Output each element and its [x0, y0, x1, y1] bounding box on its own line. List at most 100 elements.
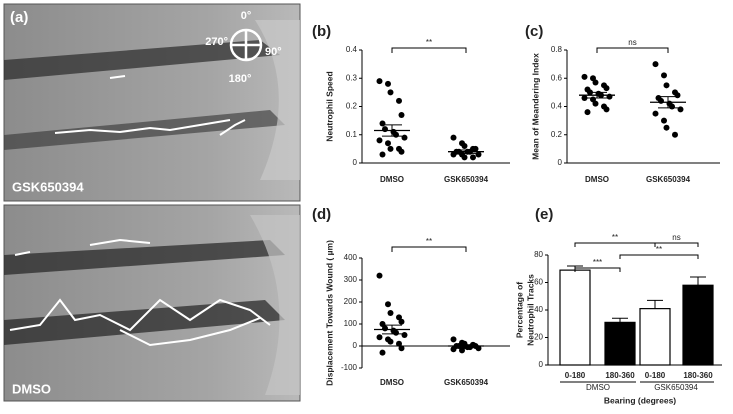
significance-label: **: [426, 237, 432, 246]
data-point: [382, 126, 388, 133]
data-point: [387, 89, 394, 96]
significance-bracket: [574, 267, 621, 272]
data-point: [475, 345, 482, 352]
data-point: [472, 145, 479, 152]
y-tick-label: 0.2: [551, 130, 563, 139]
significance-label: **: [426, 38, 432, 47]
data-point: [401, 332, 408, 338]
data-point: [677, 106, 684, 113]
y-tick-label: 200: [344, 297, 358, 306]
x-tick-label: DMSO: [380, 175, 404, 184]
data-point: [382, 325, 388, 332]
x-tick-label: GSK650394: [444, 175, 489, 184]
data-point: [470, 154, 476, 161]
y-tick-label: 400: [344, 253, 358, 262]
x-axis-title: Bearing (degrees): [604, 395, 676, 405]
y-tick-label: 300: [344, 275, 358, 284]
data-point: [376, 137, 383, 144]
y-tick-label: 0.4: [346, 45, 358, 54]
data-point: [393, 329, 399, 336]
data-point: [450, 151, 457, 158]
data-point: [379, 120, 386, 127]
y-tick-label: 0.6: [551, 73, 563, 82]
data-point: [663, 124, 670, 131]
data-point: [658, 97, 664, 104]
data-point: [475, 151, 482, 158]
x-tick-label: GSK650394: [646, 175, 691, 184]
significance-label: ns: [672, 233, 680, 242]
data-point: [592, 79, 599, 86]
data-point: [387, 145, 394, 152]
bar: [559, 269, 591, 366]
error-bar: [456, 149, 476, 154]
data-point: [603, 85, 610, 92]
significance-bracket: [391, 47, 467, 53]
y-tick-label: 0.8: [551, 45, 563, 54]
data-point: [663, 82, 670, 89]
data-point: [396, 314, 402, 321]
y-tick-label: 60: [534, 278, 543, 287]
data-point: [652, 110, 659, 117]
significance-bracket: [619, 254, 699, 259]
y-tick-label: 0.4: [551, 102, 563, 111]
x-tick-label: DMSO: [585, 175, 609, 184]
data-point: [385, 80, 391, 87]
data-point: [672, 131, 678, 138]
x-tick-label: DMSO: [380, 378, 404, 387]
data-point: [581, 95, 588, 102]
data-point: [450, 336, 457, 343]
panel-label: (e): [535, 206, 553, 223]
image-label: DMSO: [12, 381, 51, 396]
data-point: [581, 73, 588, 80]
data-point: [396, 97, 402, 104]
panel-label: (b): [312, 23, 331, 40]
x-tick-label: 0-180: [645, 371, 666, 380]
data-point: [376, 272, 383, 279]
error-bar: [647, 299, 663, 309]
significance-label: **: [656, 245, 662, 254]
y-tick-label: 0.2: [346, 102, 358, 111]
y-tick-label: 20: [534, 333, 543, 342]
microscopy-image: [3, 204, 301, 402]
data-point: [461, 154, 468, 161]
error-bar: [587, 91, 607, 99]
error-bar: [456, 344, 476, 348]
y-tick-label: -100: [341, 363, 358, 372]
x-tick-label: 0-180: [565, 371, 586, 380]
microscopy-image: [3, 3, 301, 202]
x-tick-label: 180-360: [683, 371, 713, 380]
error-bar: [658, 96, 678, 109]
bar: [682, 284, 714, 366]
data-point: [450, 134, 457, 141]
data-point: [652, 61, 659, 68]
significance-bracket: [654, 242, 699, 247]
data-point: [461, 143, 468, 150]
compass-label: 270°: [205, 36, 228, 48]
significance-label: ***: [593, 258, 602, 267]
y-tick-label: 0: [353, 341, 358, 350]
compass-label: 180°: [229, 73, 252, 85]
error-bar: [382, 324, 402, 335]
y-tick-label: 0.1: [346, 130, 358, 139]
error-bar: [612, 317, 628, 323]
data-point: [379, 349, 386, 356]
panel-label: (c): [525, 23, 543, 40]
error-bar: [690, 276, 706, 286]
data-point: [376, 78, 383, 85]
data-point: [398, 345, 405, 352]
data-point: [606, 93, 613, 100]
compass-label: 0°: [241, 10, 252, 22]
data-point: [592, 100, 599, 107]
y-axis-title: Neutrophil Speed: [324, 71, 334, 141]
data-point: [674, 92, 681, 99]
y-tick-label: 100: [344, 319, 358, 328]
data-point: [584, 109, 591, 116]
error-bar: [382, 124, 402, 137]
data-point: [376, 334, 383, 341]
data-point: [401, 134, 408, 141]
significance-bracket: [596, 47, 669, 53]
x-tick-label: 180-360: [605, 371, 635, 380]
data-point: [398, 111, 405, 118]
data-point: [398, 318, 405, 325]
